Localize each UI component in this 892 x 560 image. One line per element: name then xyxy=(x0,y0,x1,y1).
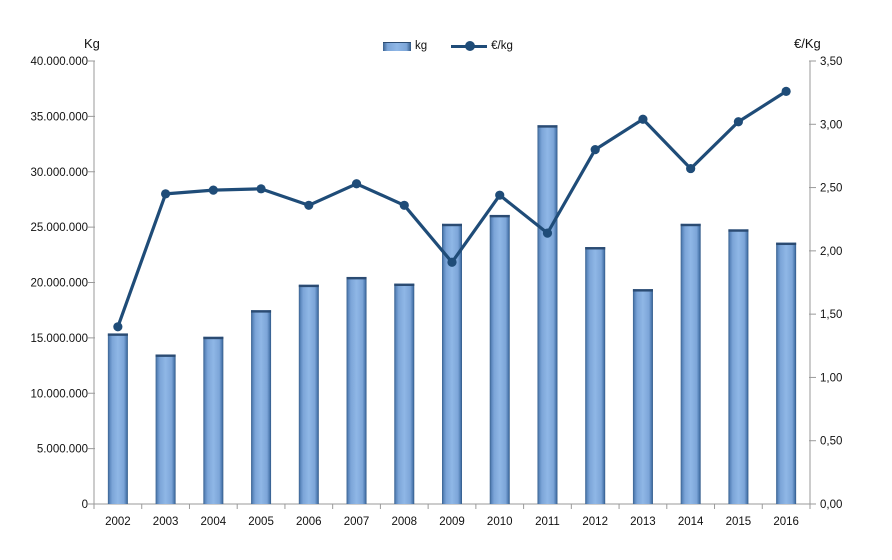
line-point-2005[interactable] xyxy=(256,184,266,194)
legend-label-eur-per-kg: €/kg xyxy=(491,40,513,52)
legend-label-kg: kg xyxy=(415,40,428,52)
x-axis-tick-label: 2003 xyxy=(153,516,179,528)
left-axis-tick-label: 35.000.000 xyxy=(30,111,88,123)
line-point-2011[interactable] xyxy=(542,228,553,238)
bar-top-cap xyxy=(585,247,606,250)
bar-2015[interactable] xyxy=(728,229,749,504)
bar-top-cap xyxy=(394,283,415,287)
legend-item-kg[interactable]: kg xyxy=(383,40,427,52)
left-axis-title: Kg xyxy=(84,36,100,51)
bar-top-cap xyxy=(680,223,701,227)
bar-2002[interactable] xyxy=(107,333,128,504)
bar-top-cap xyxy=(203,336,224,340)
right-axis-tick-label: 0,50 xyxy=(820,436,842,448)
x-axis-tick-label: 2005 xyxy=(248,516,274,528)
line-point-2007[interactable] xyxy=(351,179,362,189)
bar-top-cap xyxy=(489,214,510,218)
left-axis-tick-label: 30.000.000 xyxy=(30,167,88,179)
x-axis-tick-label: 2016 xyxy=(773,516,799,528)
left-axis-tick-label: 15.000.000 xyxy=(30,333,88,345)
x-axis-tick-label: 2014 xyxy=(678,516,704,528)
bar-top-cap xyxy=(728,229,749,232)
left-axis-tick-label: 0 xyxy=(82,499,88,511)
x-axis-tick-label: 2015 xyxy=(726,516,752,528)
right-axis-tick-label: 3,00 xyxy=(820,119,842,131)
x-axis-tick-label: 2012 xyxy=(582,516,608,528)
right-axis-tick-label: 2,50 xyxy=(820,183,842,195)
left-axis-tick-label: 20.000.000 xyxy=(30,278,88,290)
bar-2016[interactable] xyxy=(776,242,797,504)
bar-top-cap xyxy=(298,284,319,288)
x-axis-tick-label: 2008 xyxy=(391,516,417,528)
right-axis-tick-label: 0,00 xyxy=(820,499,842,511)
legend: kg €/kg xyxy=(383,40,513,52)
left-axis-tick-label: 25.000.000 xyxy=(30,222,88,234)
line-series-swatch-icon xyxy=(451,41,488,51)
line-point-2013[interactable] xyxy=(638,114,648,124)
bar-2005[interactable] xyxy=(251,310,272,504)
bar-top-cap xyxy=(632,289,653,292)
x-axis-tick-label: 2004 xyxy=(201,516,227,528)
bar-2004[interactable] xyxy=(203,336,224,504)
x-axis-tick-label: 2011 xyxy=(535,516,560,528)
bar-2006[interactable] xyxy=(298,284,319,504)
right-axis-title: €/Kg xyxy=(794,36,821,51)
bar-top-cap xyxy=(346,276,367,280)
bar-2007[interactable] xyxy=(346,276,367,504)
x-axis-tick-label: 2007 xyxy=(344,516,370,528)
bar-2011[interactable] xyxy=(537,125,558,505)
left-axis-tick-label: 40.000.000 xyxy=(30,56,88,68)
bar-top-cap xyxy=(442,223,462,227)
bar-top-cap xyxy=(537,125,558,128)
bar-2013[interactable] xyxy=(632,289,653,504)
line-point-2009[interactable] xyxy=(447,257,457,267)
line-point-2008[interactable] xyxy=(399,200,409,210)
line-point-2004[interactable] xyxy=(208,185,218,195)
legend-item-eur-per-kg[interactable]: €/kg xyxy=(451,40,513,52)
x-axis-tick-label: 2009 xyxy=(439,516,465,528)
x-axis-tick-label: 2002 xyxy=(105,516,131,528)
line-point-2015[interactable] xyxy=(733,117,744,127)
line-point-2006[interactable] xyxy=(304,200,314,210)
bar-top-cap xyxy=(776,242,797,246)
right-axis-tick-label: 1,00 xyxy=(820,372,842,384)
line-point-2010[interactable] xyxy=(495,190,505,200)
bar-2010[interactable] xyxy=(489,214,510,504)
right-axis-tick-label: 3,50 xyxy=(820,56,842,68)
line-point-2016[interactable] xyxy=(781,86,791,96)
bar-series-swatch-icon xyxy=(383,41,411,51)
bar-top-cap xyxy=(107,333,128,336)
x-axis-tick-label: 2006 xyxy=(296,516,322,528)
x-axis-tick-label: 2013 xyxy=(630,516,656,528)
line-point-2003[interactable] xyxy=(161,189,171,199)
bar-2012[interactable] xyxy=(585,247,606,504)
line-point-2014[interactable] xyxy=(686,163,696,174)
bar-top-cap xyxy=(251,310,272,313)
line-marker-icon xyxy=(465,41,476,51)
bar-2003[interactable] xyxy=(155,354,176,504)
right-axis-tick-label: 1,50 xyxy=(820,309,842,321)
bar-top-cap xyxy=(155,354,176,357)
bar-2008[interactable] xyxy=(394,283,415,504)
bar-2009[interactable] xyxy=(442,223,462,505)
line-point-2012[interactable] xyxy=(590,145,600,155)
bar-2014[interactable] xyxy=(680,223,701,505)
left-axis-tick-label: 5.000.000 xyxy=(37,444,88,456)
right-axis-tick-label: 2,00 xyxy=(820,246,842,258)
line-point-2002[interactable] xyxy=(113,322,123,332)
left-axis-tick-label: 10.000.000 xyxy=(30,388,88,400)
x-axis-tick-label: 2010 xyxy=(487,516,513,528)
